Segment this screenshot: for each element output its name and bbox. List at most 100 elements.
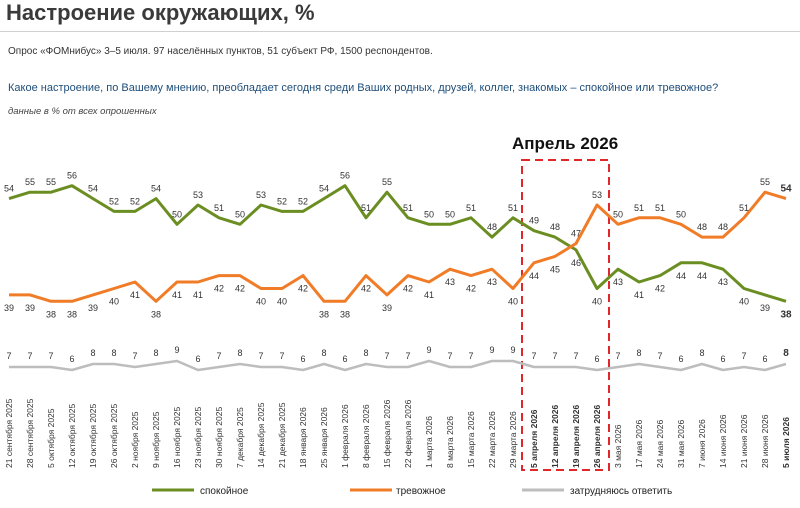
data-label-calm: 52 [130, 196, 140, 206]
x-tick-label: 31 мая 2026 [676, 419, 686, 468]
data-label-calm: 53 [256, 190, 266, 200]
data-label-dontknow: 6 [300, 354, 305, 364]
data-label-calm: 40 [739, 296, 749, 306]
data-label-calm: 43 [613, 277, 623, 287]
data-label-anxious: 39 [4, 303, 14, 313]
data-label-anxious: 38 [319, 309, 329, 319]
x-tick-label: 26 октября 2025 [109, 404, 119, 469]
data-label-calm: 51 [508, 203, 518, 213]
data-label-calm: 39 [760, 303, 770, 313]
x-tick-label: 29 марта 2026 [508, 411, 518, 468]
data-label-dontknow: 7 [657, 351, 662, 361]
x-tick-label: 5 апреля 2026 [529, 409, 539, 468]
data-label-dontknow: 8 [90, 348, 95, 358]
x-tick-label: 19 апреля 2026 [571, 405, 581, 468]
x-tick-label: 21 декабря 2025 [277, 402, 287, 468]
x-tick-label: 12 октября 2025 [67, 404, 77, 469]
data-label-dontknow: 7 [48, 351, 53, 361]
data-label-calm: 51 [361, 203, 371, 213]
x-tick-label: 15 февраля 2026 [382, 399, 392, 468]
x-tick-label: 7 декабря 2025 [235, 407, 245, 468]
x-tick-label: 12 апреля 2026 [550, 405, 560, 468]
data-label-anxious: 38 [340, 309, 350, 319]
data-label-dontknow: 7 [384, 351, 389, 361]
data-label-calm: 51 [214, 203, 224, 213]
data-label-anxious: 42 [214, 284, 224, 294]
x-tick-label: 23 ноября 2025 [193, 407, 203, 468]
x-tick-label: 8 марта 2026 [445, 416, 455, 468]
data-label-anxious: 39 [88, 303, 98, 313]
data-label-calm: 48 [550, 222, 560, 232]
data-label-anxious: 55 [760, 177, 770, 187]
data-label-calm: 43 [718, 277, 728, 287]
x-tick-label: 1 марта 2026 [424, 416, 434, 468]
data-label-calm: 56 [67, 171, 77, 181]
highlight-box [521, 159, 610, 471]
data-label-anxious: 40 [256, 296, 266, 306]
data-label-dontknow: 9 [510, 345, 515, 355]
data-label-dontknow: 7 [552, 351, 557, 361]
data-label-calm: 44 [697, 271, 707, 281]
data-label-dontknow: 7 [531, 351, 536, 361]
data-label-dontknow: 8 [321, 348, 326, 358]
survey-question: Какое настроение, по Вашему мнению, прео… [8, 82, 719, 94]
legend-label-calm: спокойное [200, 486, 249, 497]
data-label-dontknow: 6 [720, 354, 725, 364]
data-label-calm: 52 [298, 196, 308, 206]
data-label-calm: 44 [676, 271, 686, 281]
data-label-dontknow: 9 [174, 345, 179, 355]
data-label-dontknow: 9 [426, 345, 431, 355]
x-tick-label: 5 июля 2026 [781, 417, 791, 468]
series-line-dontknow [9, 359, 787, 372]
data-label-dontknow: 6 [195, 354, 200, 364]
x-tick-label: 28 сентября 2025 [25, 398, 35, 468]
data-label-anxious: 41 [130, 290, 140, 300]
data-label-dontknow: 6 [678, 354, 683, 364]
data-label-dontknow: 6 [594, 354, 599, 364]
x-tick-label: 17 мая 2026 [634, 419, 644, 468]
data-label-anxious: 45 [550, 264, 560, 274]
data-label-anxious: 41 [193, 290, 203, 300]
x-tick-label: 5 октября 2025 [46, 408, 56, 468]
data-label-calm: 54 [88, 184, 98, 194]
data-label-dontknow: 6 [69, 354, 74, 364]
data-label-dontknow: 8 [153, 348, 158, 358]
data-label-calm: 50 [172, 209, 182, 219]
x-tick-label: 28 июня 2026 [760, 414, 770, 468]
x-tick-label: 15 марта 2026 [466, 411, 476, 468]
x-tick-label: 21 июня 2026 [739, 414, 749, 468]
data-label-anxious: 42 [361, 284, 371, 294]
data-label-anxious: 51 [739, 203, 749, 213]
data-label-anxious: 39 [382, 303, 392, 313]
x-tick-label: 8 февраля 2026 [361, 404, 371, 468]
legend-label-dontknow: затрудняюсь ответить [570, 486, 672, 497]
series-line-calm [8, 184, 787, 303]
data-label-calm: 51 [466, 203, 476, 213]
data-label-calm: 41 [634, 290, 644, 300]
data-label-anxious: 48 [718, 222, 728, 232]
data-label-calm: 54 [4, 184, 14, 194]
x-tick-label: 26 апреля 2026 [592, 405, 602, 468]
data-label-calm: 50 [445, 209, 455, 219]
data-label-dontknow: 7 [405, 351, 410, 361]
data-label-dontknow: 7 [741, 351, 746, 361]
data-label-anxious: 42 [466, 284, 476, 294]
legend-label-anxious: тревожное [396, 486, 446, 497]
data-label-calm: 55 [25, 177, 35, 187]
chart-title: Настроение окружающих, % [6, 0, 315, 25]
data-label-anxious: 42 [403, 284, 413, 294]
data-label-dontknow: 8 [699, 348, 704, 358]
data-label-calm: 42 [655, 284, 665, 294]
data-label-calm: 53 [193, 190, 203, 200]
data-label-anxious: 50 [676, 209, 686, 219]
data-label-anxious: 41 [424, 290, 434, 300]
data-label-anxious: 50 [613, 209, 623, 219]
data-label-anxious: 38 [151, 309, 161, 319]
data-label-anxious: 39 [25, 303, 35, 313]
data-label-anxious: 54 [780, 184, 792, 195]
x-tick-label: 3 мая 2026 [613, 424, 623, 468]
x-tick-label: 19 октября 2025 [88, 404, 98, 469]
data-label-calm: 54 [151, 184, 161, 194]
data-label-calm: 50 [235, 209, 245, 219]
